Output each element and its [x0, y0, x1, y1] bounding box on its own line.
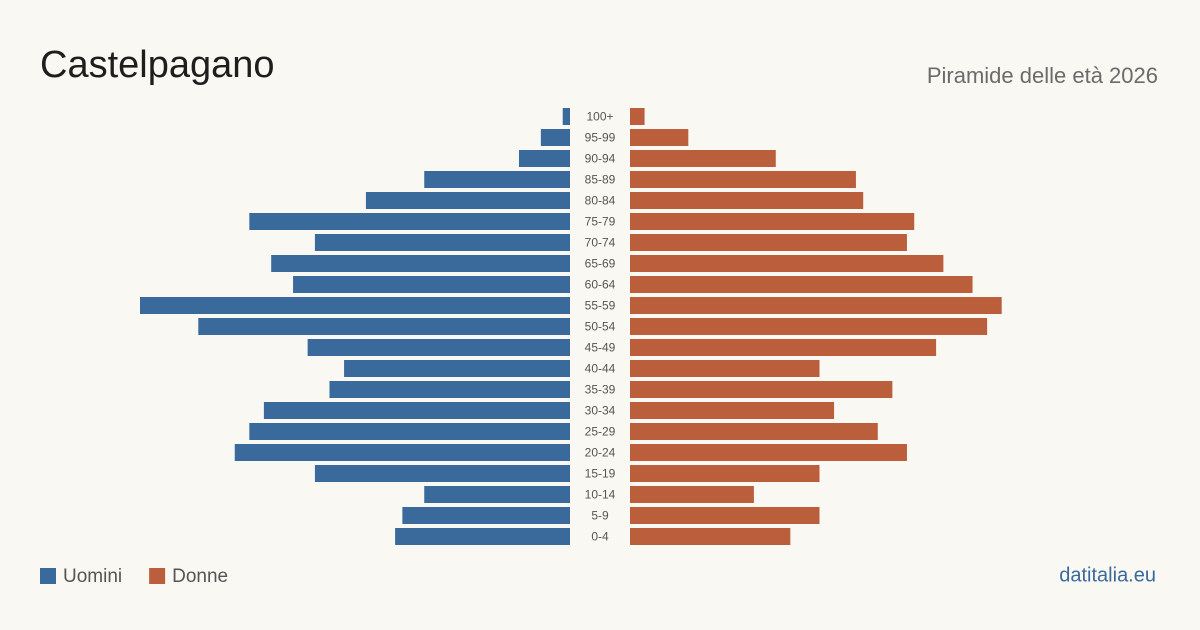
age-label: 40-44 [585, 362, 616, 376]
age-label: 45-49 [585, 341, 616, 355]
age-label: 5-9 [591, 509, 609, 523]
bar [630, 318, 988, 335]
age-label: 90-94 [585, 152, 616, 166]
source: datitalia.eu [1059, 564, 1156, 586]
bar [314, 234, 570, 251]
age-label: 55-59 [585, 299, 616, 313]
bar [234, 444, 570, 461]
bar [249, 423, 571, 440]
bar [249, 213, 571, 230]
age-label: 30-34 [585, 404, 616, 418]
bar [630, 213, 915, 230]
bar [344, 360, 570, 377]
bar [630, 171, 856, 188]
bar [630, 444, 907, 461]
bar [562, 108, 570, 125]
age-label: 95-99 [585, 131, 616, 145]
age-label: 0-4 [591, 530, 609, 544]
bar [630, 360, 820, 377]
bar [329, 381, 570, 398]
bar [630, 150, 776, 167]
bar [402, 507, 570, 524]
age-label: 70-74 [585, 236, 616, 250]
age-label: 15-19 [585, 467, 616, 481]
bar [365, 192, 570, 209]
bar [630, 528, 791, 545]
bar [630, 486, 754, 503]
bar [424, 171, 570, 188]
legend-label: Donne [172, 566, 228, 587]
bar [630, 255, 944, 272]
legend-label: Uomini [63, 566, 122, 587]
bar [293, 276, 570, 293]
bar [630, 297, 1002, 314]
bar [630, 108, 645, 125]
age-label: 50-54 [585, 320, 616, 334]
bar [630, 465, 820, 482]
bar [307, 339, 570, 356]
age-label: 25-29 [585, 425, 616, 439]
bar [630, 276, 973, 293]
bar [540, 129, 570, 146]
bar [314, 465, 570, 482]
age-label: 75-79 [585, 215, 616, 229]
chart-subtitle: Piramide delle età 2026 [927, 63, 1158, 88]
bar [630, 423, 878, 440]
age-label: 100+ [586, 110, 613, 124]
bar [630, 507, 820, 524]
bar [630, 381, 893, 398]
bar [630, 192, 864, 209]
age-label: 20-24 [585, 446, 616, 460]
legend-swatch [149, 568, 166, 584]
bar [140, 297, 570, 314]
bar [263, 402, 570, 419]
chart-title: Castelpagano [40, 44, 275, 86]
bar [395, 528, 570, 545]
age-label: 85-89 [585, 173, 616, 187]
age-label: 65-69 [585, 257, 616, 271]
bar [518, 150, 570, 167]
legend-swatch [40, 568, 56, 584]
bar [630, 402, 835, 419]
bar [198, 318, 570, 335]
bar [630, 129, 689, 146]
age-label: 60-64 [585, 278, 616, 292]
bar [424, 486, 570, 503]
age-label: 10-14 [585, 488, 616, 502]
age-label: 80-84 [585, 194, 616, 208]
bar [630, 339, 937, 356]
bar [271, 255, 570, 272]
bar [630, 234, 907, 251]
age-label: 35-39 [585, 383, 616, 397]
